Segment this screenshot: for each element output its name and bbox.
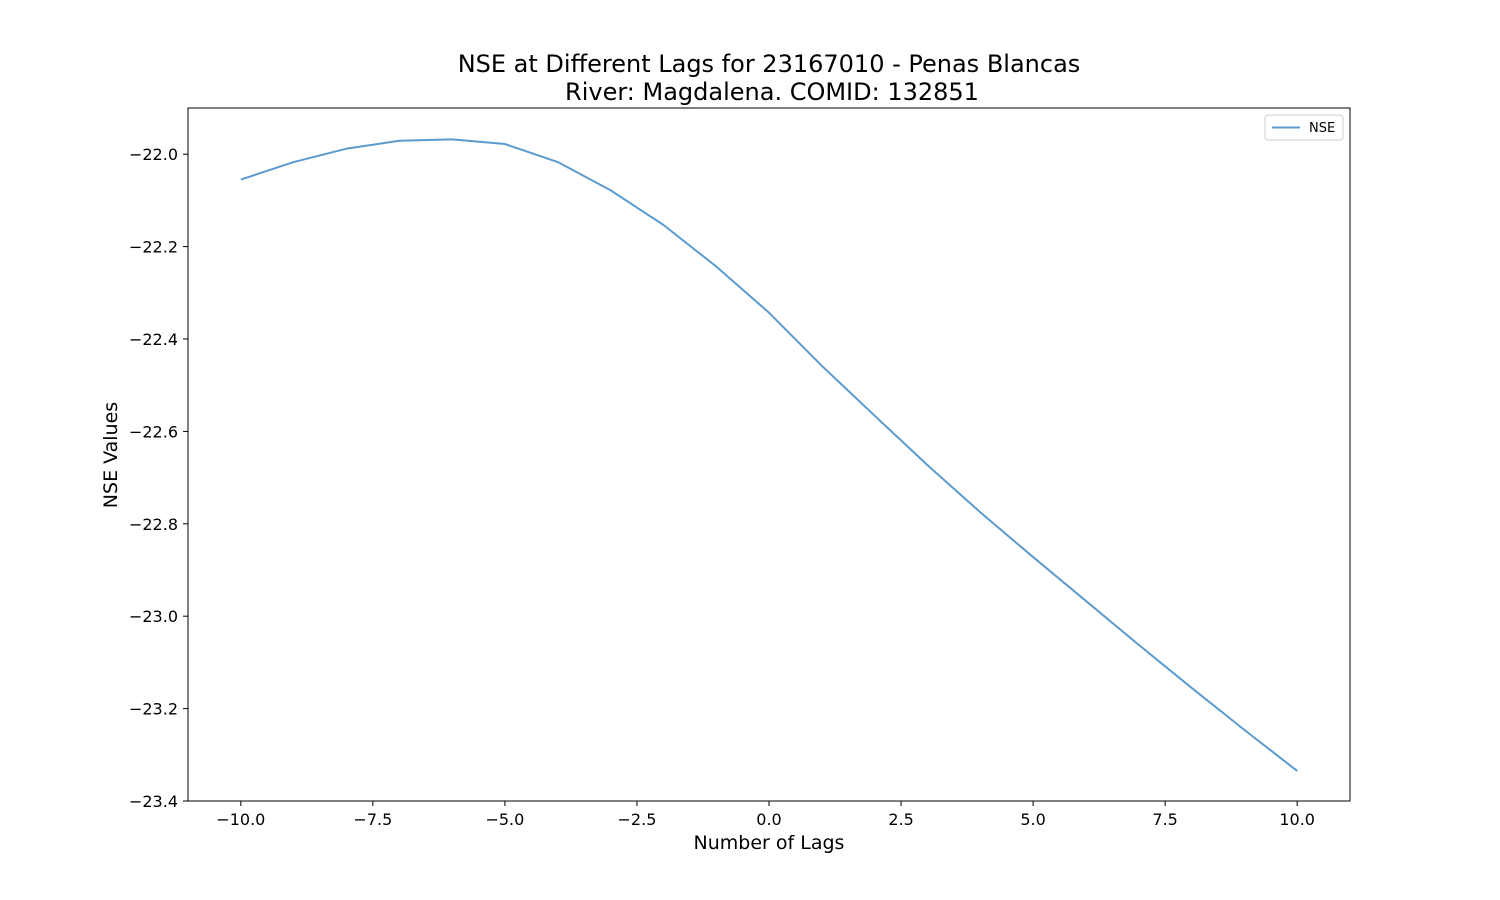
x-tick-label: −10.0: [216, 810, 265, 829]
series-line-nse: [240, 138, 1298, 772]
y-tick-label: −22.0: [129, 145, 178, 164]
x-tick-label: −5.0: [485, 810, 524, 829]
chart-subtitle: River: Magdalena. COMID: 132851: [565, 78, 979, 106]
legend-label-nse: NSE: [1309, 121, 1335, 136]
x-tick-label: 7.5: [1152, 810, 1177, 829]
legend: NSE: [1264, 114, 1344, 141]
y-axis-ticks: −22.0 −22.2 −22.4 −22.6 −22.8 −23.0 −23.2 −23.4: [129, 145, 188, 811]
x-axis-ticks: −10.0 −7.5 −5.0 −2.5 0.0 2.5 5.0 7.5 10.0: [216, 801, 1315, 829]
x-tick-label: 10.0: [1279, 810, 1315, 829]
y-tick-label: −23.2: [129, 700, 178, 719]
x-axis-label: Number of Lags: [694, 832, 845, 854]
x-tick-label: −2.5: [618, 810, 657, 829]
y-tick-label: −22.2: [129, 238, 178, 257]
x-tick-label: 0.0: [756, 810, 781, 829]
y-tick-label: −22.4: [129, 330, 178, 349]
y-tick-label: −23.0: [129, 607, 178, 626]
y-tick-label: −23.4: [129, 792, 178, 811]
y-tick-label: −22.6: [129, 422, 178, 441]
x-tick-label: −7.5: [353, 810, 392, 829]
y-axis-label: NSE Values: [100, 402, 122, 508]
legend-box: [1264, 114, 1344, 141]
x-tick-label: 5.0: [1020, 810, 1045, 829]
y-tick-label: −22.8: [129, 515, 178, 534]
plot-area-frame: [187, 107, 1351, 802]
x-tick-label: 2.5: [888, 810, 913, 829]
chart-title: NSE at Different Lags for 23167010 - Pen…: [458, 50, 1081, 78]
